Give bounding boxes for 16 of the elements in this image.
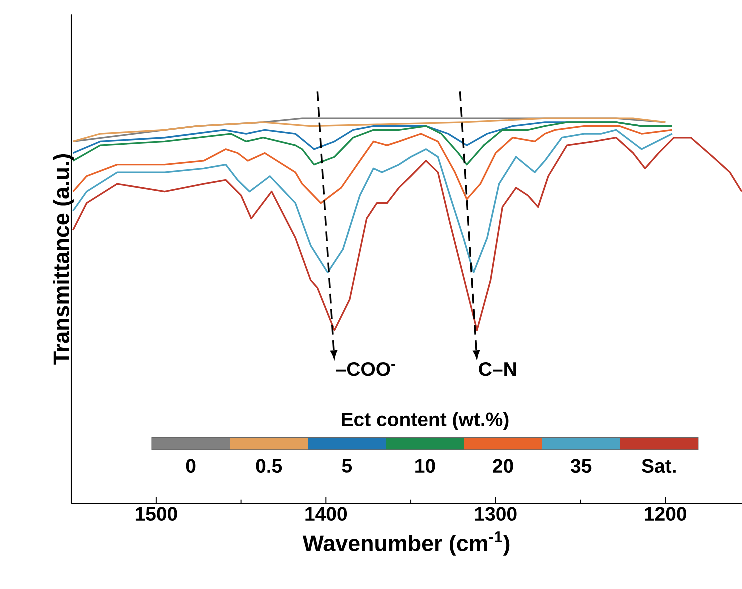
y-axis-title: Transmittance (a.u.): [53, 154, 74, 366]
legend-label: 20: [493, 460, 514, 474]
x-axis-title: Wavenumber (cm$^{-1}$): [302, 532, 510, 556]
legend-label: 10: [416, 460, 436, 474]
legend-label: 0: [186, 460, 196, 474]
x-tick-label: 1300: [475, 507, 517, 522]
legend-label: Sat.: [642, 460, 676, 474]
legend-label: 0.5: [256, 460, 282, 474]
legend-title: Ect content (wt.%): [342, 412, 509, 431]
x-tick-label: 1400: [306, 507, 348, 522]
annotation: C–N: [479, 362, 516, 376]
x-tick-label: 1200: [645, 507, 686, 522]
x-tick-label: 1500: [136, 507, 178, 522]
legend-label: 5: [342, 460, 352, 474]
annotation: –COO$^{-}$: [336, 362, 396, 376]
legend-label: 35: [570, 460, 592, 474]
